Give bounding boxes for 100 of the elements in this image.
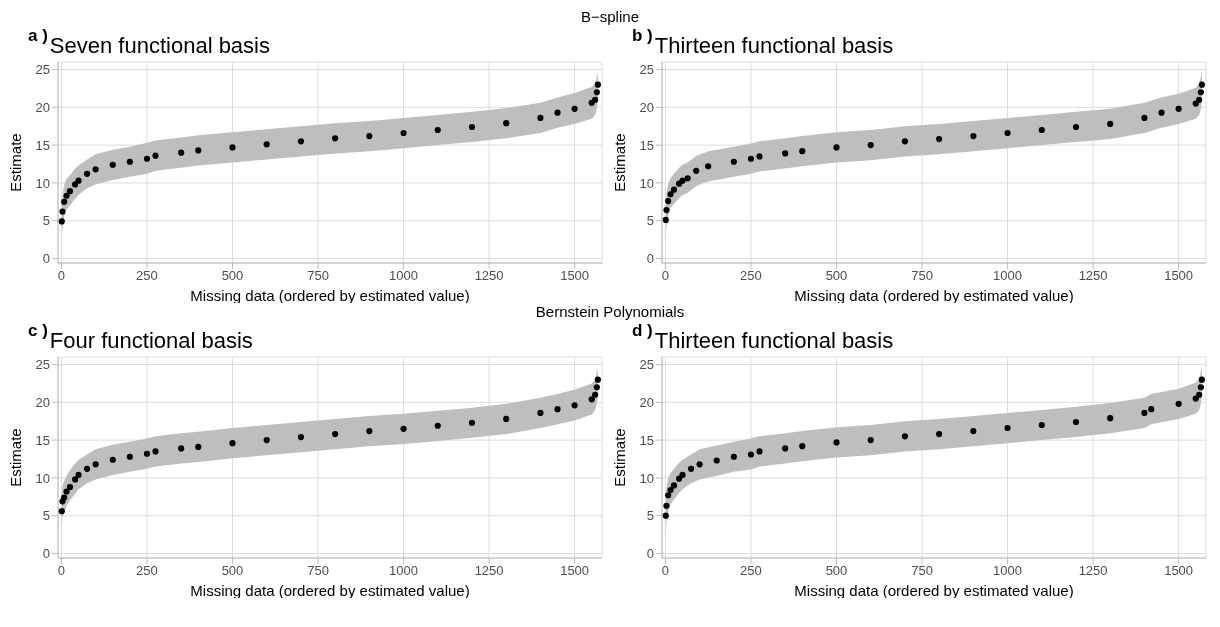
point xyxy=(109,161,116,168)
point xyxy=(867,437,874,444)
point xyxy=(400,129,407,137)
x-tick-label: 250 xyxy=(136,563,158,579)
y-tick-label: 25 xyxy=(35,357,50,373)
text: a ) xyxy=(28,26,48,46)
point xyxy=(1038,126,1045,134)
x-tick-label: 1250 xyxy=(474,268,504,284)
x-tick-label: 1500 xyxy=(560,563,590,579)
point xyxy=(592,391,599,398)
point xyxy=(1004,129,1011,137)
x-tick-label: 1250 xyxy=(1078,563,1108,579)
point xyxy=(1198,81,1205,88)
point xyxy=(663,207,670,214)
point xyxy=(59,208,66,215)
y-axis-title: Estimate xyxy=(611,428,629,487)
y-tick-label: 20 xyxy=(35,394,50,410)
point xyxy=(867,142,874,149)
point xyxy=(332,430,339,438)
point xyxy=(178,149,185,156)
x-tick-label: 500 xyxy=(221,268,244,284)
point xyxy=(263,141,270,148)
y-tick-label: 5 xyxy=(646,508,654,524)
point xyxy=(713,457,720,464)
y-tick-label: 20 xyxy=(35,99,50,115)
x-tick-label: 250 xyxy=(740,268,762,284)
y-axis-title: Estimate xyxy=(611,133,629,192)
point xyxy=(1141,114,1148,121)
point xyxy=(662,216,669,224)
x-tick-label: 1000 xyxy=(389,563,419,579)
point xyxy=(670,482,678,489)
point xyxy=(554,406,561,413)
point xyxy=(936,430,943,438)
point xyxy=(571,402,578,409)
x-tick-label: 1000 xyxy=(993,563,1023,579)
point xyxy=(1107,415,1114,422)
point xyxy=(152,448,159,455)
point xyxy=(693,167,700,174)
point xyxy=(503,415,510,423)
point xyxy=(1141,409,1148,416)
point xyxy=(63,192,70,199)
point xyxy=(61,494,68,501)
point xyxy=(1107,120,1114,128)
x-tick-label: 1250 xyxy=(474,563,504,579)
x-tick-label: 0 xyxy=(57,563,66,579)
point xyxy=(1148,406,1155,413)
point xyxy=(747,155,755,162)
point xyxy=(1072,418,1080,426)
y-axis-title: Estimate xyxy=(7,428,25,487)
point xyxy=(75,471,82,478)
point xyxy=(679,471,686,478)
point xyxy=(594,376,601,383)
point xyxy=(229,144,236,151)
y-tick-label: 10 xyxy=(35,175,50,191)
text: B−spline xyxy=(580,8,640,26)
point xyxy=(593,89,600,96)
point xyxy=(143,155,151,162)
point xyxy=(833,144,840,151)
y-tick-label: 10 xyxy=(639,470,654,486)
point xyxy=(594,81,601,88)
point xyxy=(58,218,65,225)
point xyxy=(195,147,202,154)
point xyxy=(684,175,691,182)
point xyxy=(434,422,441,429)
point xyxy=(970,132,977,140)
point xyxy=(297,434,305,441)
x-tick-label: 1000 xyxy=(993,268,1023,284)
point xyxy=(75,177,82,184)
point xyxy=(1175,400,1182,407)
x-tick-label: 0 xyxy=(57,268,66,284)
point xyxy=(1175,105,1182,112)
y-tick-label: 0 xyxy=(42,251,50,267)
x-tick-label: 1250 xyxy=(1078,268,1108,284)
point xyxy=(434,126,441,134)
y-tick-label: 10 xyxy=(35,470,50,486)
point xyxy=(83,170,91,177)
point xyxy=(592,96,599,103)
y-tick-label: 15 xyxy=(35,137,50,153)
point xyxy=(756,153,763,160)
point xyxy=(72,476,79,483)
point xyxy=(92,461,99,468)
point xyxy=(1197,384,1204,391)
x-tick-label: 250 xyxy=(136,268,158,284)
point xyxy=(468,123,476,131)
point xyxy=(687,465,695,472)
point xyxy=(667,191,674,198)
y-tick-label: 0 xyxy=(42,546,50,562)
text: c ) xyxy=(28,321,48,341)
x-tick-label: 1500 xyxy=(1164,268,1194,284)
point xyxy=(537,114,544,121)
point xyxy=(297,138,305,145)
point xyxy=(143,450,151,457)
point xyxy=(705,163,712,170)
point xyxy=(1072,123,1080,131)
point xyxy=(92,166,99,173)
point xyxy=(1196,96,1203,103)
point xyxy=(676,475,683,482)
chart-title: Thirteen functional basis xyxy=(654,328,894,353)
y-tick-label: 25 xyxy=(639,357,654,373)
point xyxy=(229,440,236,447)
